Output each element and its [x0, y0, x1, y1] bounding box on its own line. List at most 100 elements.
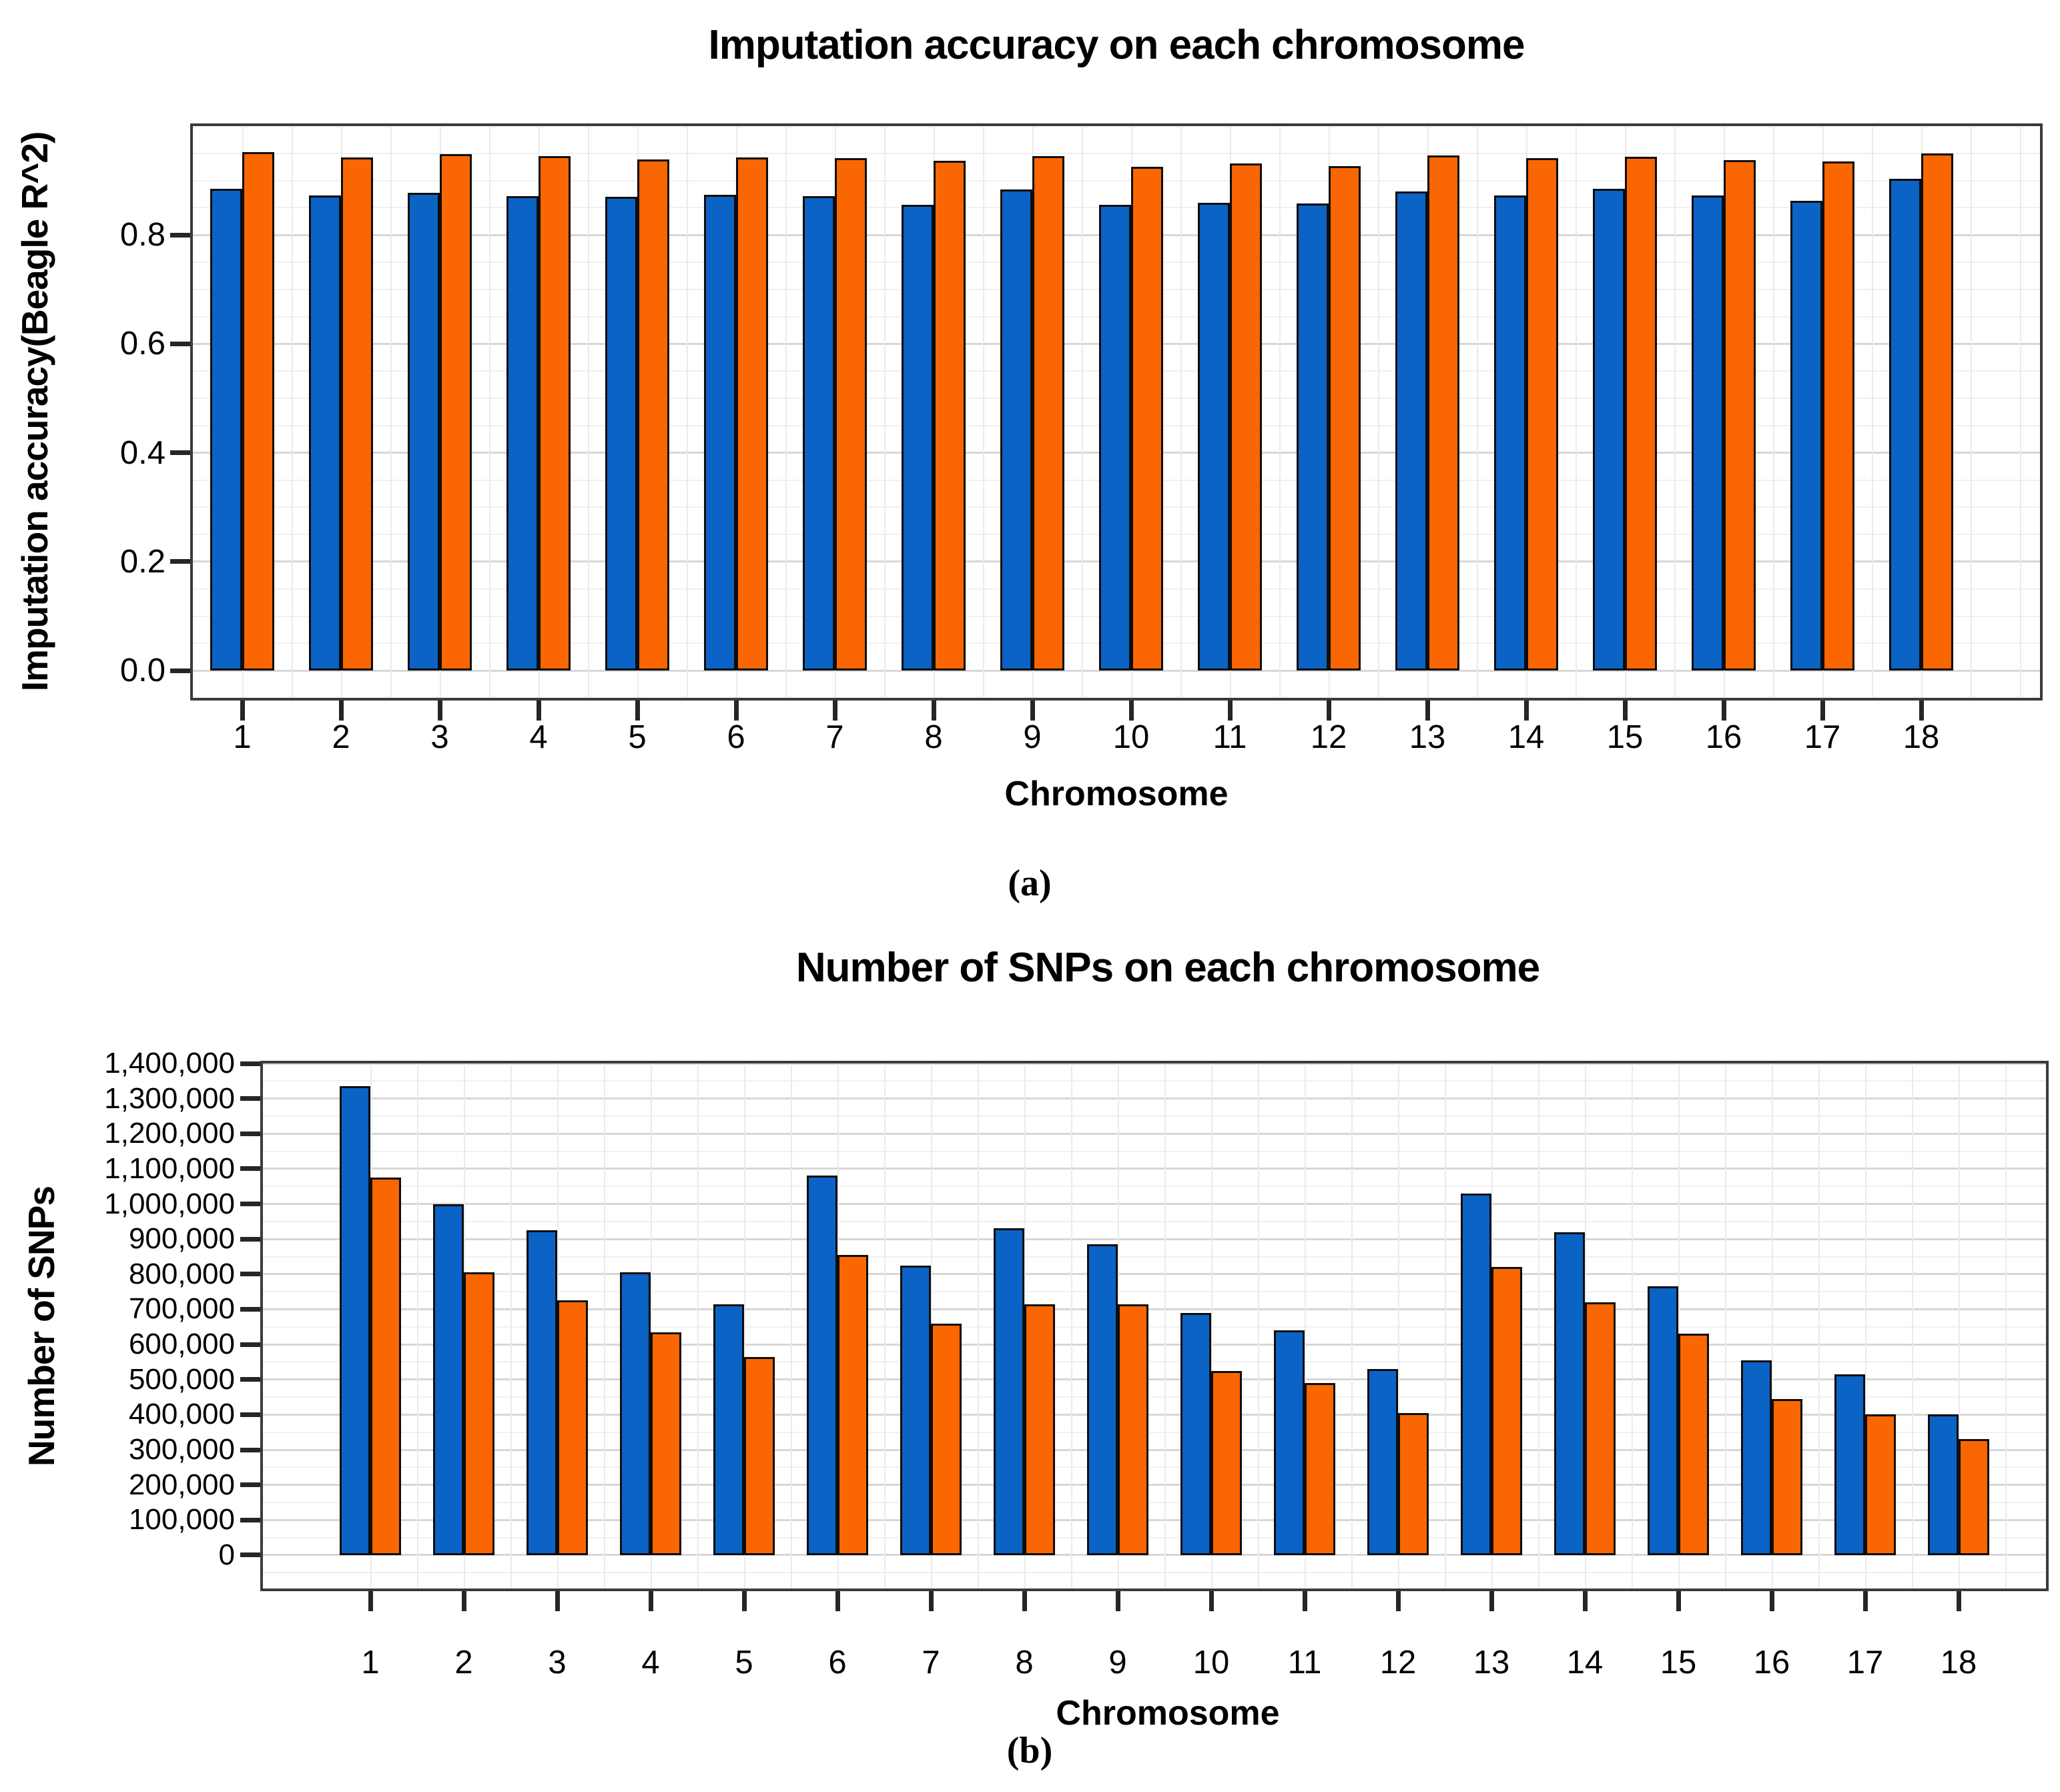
bar-orange-chr16 [1772, 1398, 1802, 1555]
h-gridline-major [263, 1168, 2046, 1170]
bar-blue-chr3 [408, 192, 440, 671]
x-tick-label: 7 [825, 719, 844, 755]
bar-orange-chr15 [1625, 156, 1657, 671]
y-tick-label: 0 [218, 1538, 235, 1571]
y-tick-label: 900,000 [128, 1222, 235, 1256]
x-tick-label: 16 [1705, 719, 1742, 755]
v-gridline [1477, 126, 1478, 698]
bar-orange-chr3 [440, 154, 472, 671]
x-tick [1622, 701, 1628, 721]
bar-blue-chr1 [210, 188, 242, 671]
h-gridline-minor [263, 1256, 2046, 1258]
x-tick-label: 4 [641, 1645, 660, 1681]
v-gridline [390, 126, 392, 698]
bar-blue-chr3 [527, 1230, 557, 1555]
v-gridline [1445, 1063, 1446, 1589]
v-gridline [1971, 126, 1972, 698]
bar-blue-chr5 [713, 1304, 744, 1555]
v-gridline [687, 126, 688, 698]
bar-blue-chr16 [1741, 1360, 1772, 1555]
x-tick-label: 11 [1287, 1645, 1322, 1681]
h-gridline-major [263, 1554, 2046, 1556]
h-gridline-major [263, 1413, 2046, 1416]
bar-blue-chr1 [340, 1086, 370, 1555]
v-gridline [1678, 1063, 1680, 1589]
bar-blue-chr8 [902, 204, 934, 671]
bar-orange-chr5 [637, 159, 669, 671]
bar-orange-chr4 [539, 155, 571, 671]
bar-orange-chr11 [1305, 1383, 1335, 1555]
x-tick-label: 6 [727, 719, 745, 755]
v-gridline [1772, 1063, 1773, 1589]
y-tick-label: 0.0 [119, 652, 165, 689]
bar-blue-chr14 [1494, 195, 1526, 671]
x-tick [835, 1591, 840, 1611]
v-gridline [791, 1063, 792, 1589]
y-tick [240, 1096, 260, 1101]
x-tick-label: 1 [361, 1645, 380, 1681]
bar-blue-chr17 [1790, 200, 1822, 671]
x-tick [1022, 1591, 1027, 1611]
v-gridline [604, 1063, 605, 1589]
y-tick-label: 700,000 [128, 1292, 235, 1326]
x-tick [1395, 1591, 1401, 1611]
chart-a-plot-area [190, 123, 2043, 701]
y-tick-label: 0.4 [119, 434, 165, 471]
x-tick-label: 10 [1112, 719, 1150, 755]
v-gridline [1632, 1063, 1633, 1589]
x-tick-label: 9 [1108, 1645, 1127, 1681]
x-tick-label: 12 [1310, 719, 1347, 755]
y-tick-label: 400,000 [128, 1398, 235, 1431]
v-gridline [651, 1063, 652, 1589]
h-gridline-minor [263, 1396, 2046, 1398]
x-tick-label: 9 [1023, 719, 1042, 755]
y-tick-label: 200,000 [128, 1468, 235, 1501]
h-gridline-minor [193, 697, 2040, 698]
bar-orange-chr5 [744, 1356, 775, 1555]
y-tick-label: 800,000 [128, 1257, 235, 1290]
v-gridline [2020, 126, 2021, 698]
x-tick-label: 10 [1192, 1645, 1230, 1681]
y-tick-label: 100,000 [128, 1503, 235, 1536]
x-tick [1769, 1591, 1774, 1611]
v-gridline [884, 1063, 886, 1589]
bar-blue-chr11 [1198, 203, 1230, 671]
bar-orange-chr14 [1526, 158, 1558, 671]
x-tick [240, 701, 245, 721]
bar-blue-chr10 [1099, 204, 1131, 671]
x-tick [1030, 701, 1035, 721]
h-gridline-minor [263, 1502, 2046, 1504]
h-gridline-major [263, 1378, 2046, 1381]
bar-orange-chr17 [1822, 161, 1854, 671]
v-gridline [1305, 1063, 1306, 1589]
v-gridline [1959, 1063, 1960, 1589]
bar-blue-chr11 [1274, 1330, 1305, 1555]
h-gridline-minor [263, 1326, 2046, 1328]
x-tick-label: 14 [1507, 719, 1545, 755]
x-tick [1115, 1591, 1120, 1611]
bar-orange-chr1 [242, 152, 274, 671]
bar-blue-chr7 [803, 196, 835, 671]
bar-blue-chr2 [433, 1204, 464, 1555]
bar-blue-chr8 [994, 1228, 1024, 1555]
bar-orange-chr10 [1131, 167, 1163, 671]
x-tick [1302, 1591, 1307, 1611]
x-tick-label: 15 [1606, 719, 1644, 755]
h-gridline-major [193, 669, 2040, 672]
bar-blue-chr4 [506, 196, 539, 671]
bar-blue-chr15 [1648, 1286, 1678, 1555]
bar-orange-chr12 [1329, 165, 1361, 671]
v-gridline [1538, 1063, 1539, 1589]
x-tick-label: 7 [922, 1645, 940, 1681]
bar-orange-chr6 [736, 157, 768, 671]
bar-blue-chr7 [900, 1265, 931, 1555]
bar-orange-chr16 [1724, 160, 1756, 671]
h-gridline-minor [263, 1572, 2046, 1574]
v-gridline [1674, 126, 1676, 698]
bar-orange-chr3 [557, 1300, 588, 1555]
bar-blue-chr5 [605, 197, 637, 671]
h-gridline-major [263, 1273, 2046, 1276]
chart-a-x-axis-label: Chromosome [1004, 775, 1229, 813]
x-tick-label: 5 [735, 1645, 753, 1681]
